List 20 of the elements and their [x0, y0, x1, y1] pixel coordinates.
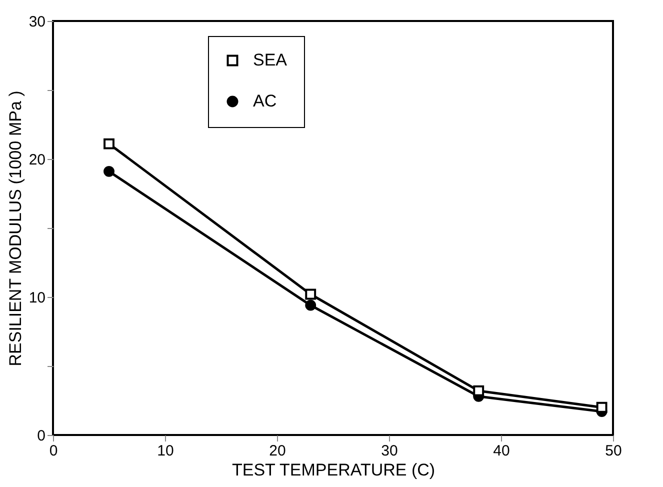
x-axis-title: TEST TEMPERATURE (C)	[232, 460, 436, 480]
point	[305, 288, 316, 300]
x-tick-label: 40	[493, 442, 510, 460]
x-tick-label: 30	[381, 442, 398, 460]
point	[104, 166, 114, 177]
point	[305, 300, 316, 311]
y-tick-label: 20	[28, 152, 46, 168]
x-tick-label: 10	[157, 442, 174, 460]
y-axis-title: RESILIENT MODULUS (1000 MPa )	[6, 90, 25, 366]
legend-label: SEA	[253, 50, 288, 70]
y-tick-label: 10	[28, 290, 46, 306]
point	[473, 385, 484, 396]
point	[596, 402, 608, 413]
y-tick-label: 30	[28, 14, 46, 30]
x-tick-label: 0	[49, 442, 58, 460]
point	[104, 138, 114, 150]
x-tick-label: 20	[269, 442, 286, 460]
y-tick-label: 0	[37, 428, 46, 444]
x-tick-label: 50	[605, 442, 622, 460]
legend-label: AC	[253, 92, 277, 110]
